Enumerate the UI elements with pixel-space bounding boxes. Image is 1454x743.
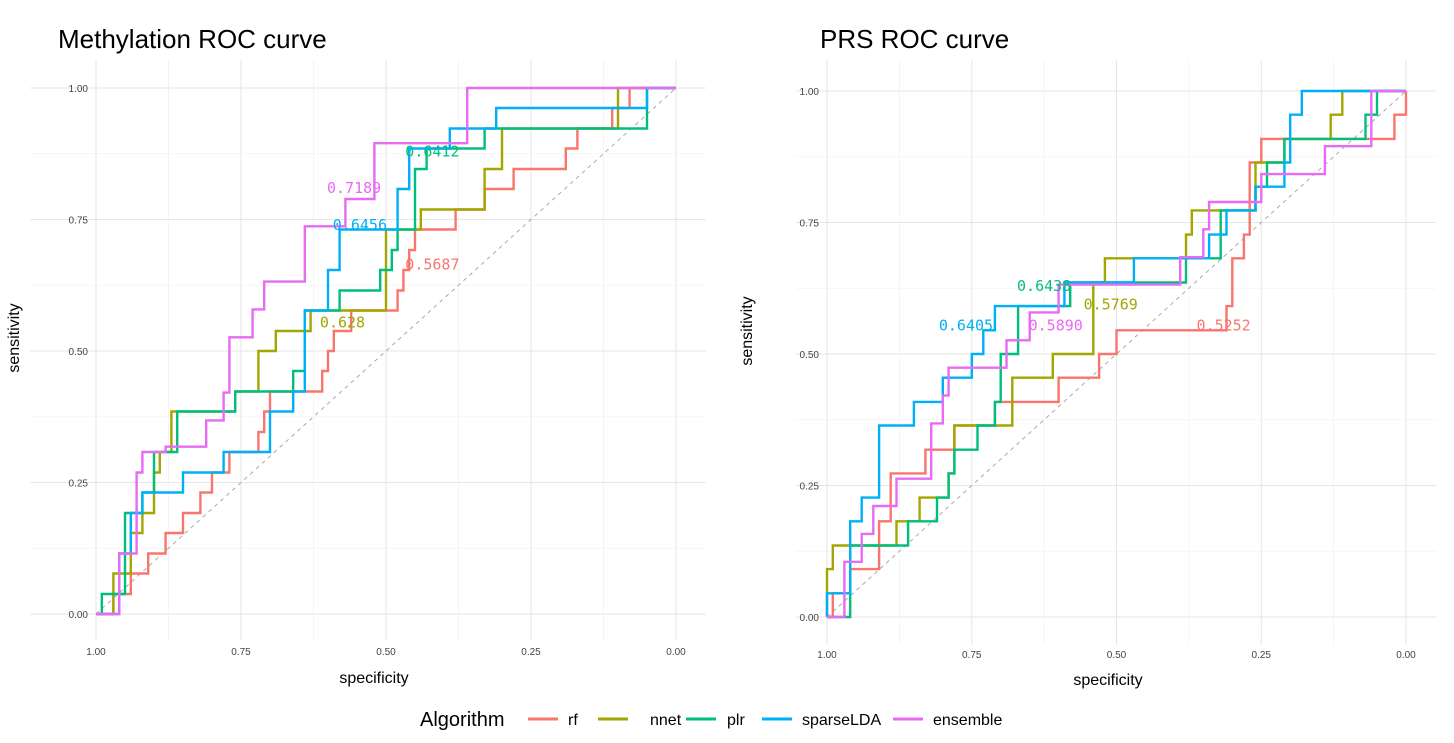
- x-tick-label: 0.75: [962, 650, 982, 661]
- methylation-x-ticks: 1.00 0.75 0.50 0.25 0.00: [86, 647, 686, 658]
- prs-series-ensemble: [827, 89, 1406, 619]
- prs-x-axis-label: specificity: [1073, 672, 1142, 689]
- methylation-auc-labels: 0.5687 0.628 0.6412 0.6456 0.7189: [320, 142, 460, 331]
- x-tick-label: 0.50: [376, 647, 396, 658]
- methylation-auc-label-plr: 0.6412: [405, 142, 459, 160]
- x-tick-label: 0.00: [1396, 650, 1416, 661]
- legend-label-plr: plr: [727, 712, 745, 729]
- methylation-y-axis-label: sensitivity: [6, 303, 23, 372]
- y-tick-label: 0.75: [69, 216, 89, 227]
- methylation-diagonal: [95, 87, 677, 615]
- methylation-series-ensemble: [96, 86, 676, 616]
- methylation-y-ticks: 0.00 0.25 0.50 0.75 1.00: [69, 84, 89, 621]
- y-tick-label: 1.00: [800, 87, 820, 98]
- prs-diagonal: [826, 90, 1407, 618]
- prs-auc-label-sparselda: 0.6405: [939, 316, 993, 334]
- algorithm-legend: Algorithm rf nnet plr sparseLDA ensemble: [420, 709, 1002, 731]
- prs-auc-label-nnet: 0.5769: [1084, 295, 1138, 313]
- methylation-series-sparselda: [96, 86, 676, 616]
- prs-series-sparselda: [825, 89, 1406, 617]
- y-tick-label: 0.00: [800, 613, 820, 624]
- methylation-auc-label-ensemble: 0.7189: [327, 179, 381, 197]
- x-tick-label: 1.00: [86, 647, 106, 658]
- y-tick-label: 0.25: [800, 482, 820, 493]
- methylation-chart-title: Methylation ROC curve: [58, 24, 327, 54]
- prs-series-rf: [827, 91, 1408, 619]
- legend-label-rf: rf: [568, 712, 578, 729]
- prs-series: [825, 89, 1408, 619]
- y-tick-label: 1.00: [69, 84, 89, 95]
- x-tick-label: 0.25: [521, 647, 541, 658]
- prs-y-axis-label: sensitivity: [739, 296, 756, 365]
- x-tick-label: 1.00: [817, 650, 837, 661]
- legend-label-nnet: nnet: [650, 712, 682, 729]
- methylation-auc-label-rf: 0.5687: [405, 255, 459, 273]
- methylation-auc-label-nnet: 0.628: [320, 313, 365, 331]
- methylation-x-axis-label: specificity: [339, 670, 408, 687]
- legend-label-sparselda: sparseLDA: [802, 712, 881, 729]
- methylation-series: [96, 86, 676, 616]
- methylation-auc-label-sparselda: 0.6456: [333, 216, 387, 234]
- x-tick-label: 0.00: [666, 647, 686, 658]
- legend-title: Algorithm: [420, 709, 504, 731]
- prs-auc-label-rf: 0.5252: [1197, 316, 1251, 334]
- methylation-grid: [30, 60, 706, 640]
- y-tick-label: 0.50: [800, 350, 820, 361]
- y-tick-label: 0.50: [69, 347, 89, 358]
- methylation-series-rf: [96, 86, 676, 616]
- x-tick-label: 0.50: [1107, 650, 1127, 661]
- prs-series-plr: [827, 89, 1406, 619]
- y-tick-label: 0.00: [69, 610, 89, 621]
- prs-auc-label-ensemble: 0.5890: [1029, 316, 1083, 334]
- methylation-series-nnet: [96, 86, 676, 616]
- legend-label-ensemble: ensemble: [933, 712, 1002, 729]
- legend-items: rf nnet plr sparseLDA ensemble: [528, 712, 1002, 729]
- x-tick-label: 0.25: [1252, 650, 1272, 661]
- prs-x-ticks: 1.00 0.75 0.50 0.25 0.00: [817, 650, 1416, 661]
- prs-auc-label-plr: 0.6438: [1017, 277, 1071, 295]
- prs-auc-labels: 0.5252 0.5769 0.6438 0.6405 0.5890: [939, 277, 1251, 334]
- prs-chart-title: PRS ROC curve: [820, 24, 1009, 54]
- y-tick-label: 0.25: [69, 479, 89, 490]
- prs-y-ticks: 0.00 0.25 0.50 0.75 1.00: [800, 87, 820, 624]
- x-tick-label: 0.75: [231, 647, 251, 658]
- y-tick-label: 0.75: [800, 219, 820, 230]
